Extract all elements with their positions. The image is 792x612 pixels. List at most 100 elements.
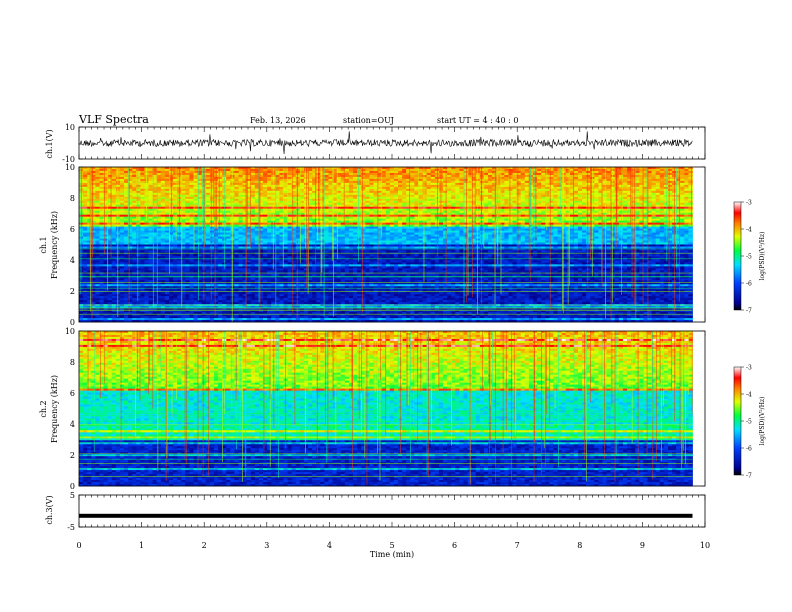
spectrogram-cell bbox=[516, 188, 522, 192]
spectrogram-cell bbox=[524, 224, 530, 228]
spectrogram-cell bbox=[451, 186, 456, 190]
spectrogram-cell bbox=[647, 168, 652, 172]
spectrogram-cell bbox=[606, 222, 612, 226]
spectrogram-cell bbox=[123, 202, 129, 206]
spectrogram-cell bbox=[622, 224, 628, 228]
spectrogram-cell bbox=[393, 222, 399, 226]
spectrogram-cell bbox=[332, 194, 338, 198]
spectrogram-cell bbox=[651, 168, 657, 172]
spectrogram-cell bbox=[303, 190, 309, 194]
spectrogram-cell bbox=[123, 220, 129, 224]
spectrogram-cell bbox=[369, 182, 374, 186]
spectrogram-cell bbox=[189, 206, 194, 210]
spectrogram-cell bbox=[516, 182, 522, 186]
spectrogram-cell bbox=[95, 216, 100, 220]
spectrogram-cell bbox=[193, 196, 199, 200]
spectrogram-cell bbox=[205, 168, 211, 172]
spectrogram-cell bbox=[414, 214, 419, 218]
spectrogram-cell bbox=[594, 206, 599, 210]
spectrogram-cell bbox=[308, 218, 313, 222]
spectrogram-cell bbox=[308, 182, 313, 186]
spectrogram-cell bbox=[471, 202, 477, 206]
spectrogram-cell bbox=[324, 192, 329, 196]
spectrogram-cell bbox=[332, 198, 338, 202]
spectrogram-cell bbox=[500, 192, 505, 196]
spectrogram-cell bbox=[455, 204, 460, 208]
spectrogram-cell bbox=[606, 182, 612, 186]
spectrogram-cell bbox=[258, 194, 264, 198]
spectrogram-cell bbox=[230, 206, 235, 210]
spectrogram-cell bbox=[487, 198, 493, 202]
spectrogram-cell bbox=[79, 224, 84, 228]
spectrogram-cell bbox=[365, 208, 370, 212]
spectrogram-cell bbox=[500, 200, 505, 204]
spectrogram-cell bbox=[250, 168, 256, 172]
spectrogram-cell bbox=[357, 184, 362, 188]
spectrogram-cell bbox=[83, 214, 88, 218]
spectrogram-cell bbox=[361, 202, 366, 206]
spectrogram-cell bbox=[344, 212, 350, 216]
spectrogram-cell bbox=[119, 180, 125, 184]
spectrogram-cell bbox=[267, 174, 272, 178]
spectrogram-cell bbox=[312, 178, 317, 182]
spectrogram-cell bbox=[267, 212, 272, 216]
spectrogram-cell bbox=[467, 220, 473, 224]
spectrogram-cell bbox=[258, 188, 264, 192]
spectrogram-cell bbox=[451, 167, 456, 170]
spectrogram-cell bbox=[447, 174, 452, 178]
spectrogram-cell bbox=[275, 214, 280, 218]
spectrogram-cell bbox=[635, 224, 640, 228]
spectrogram-cell bbox=[659, 208, 665, 212]
spectrogram-cell bbox=[103, 190, 109, 194]
spectrogram-cell bbox=[553, 198, 558, 202]
spectrogram-cell bbox=[410, 192, 415, 196]
spectrogram-cell bbox=[132, 170, 137, 174]
spectrogram-cell bbox=[377, 198, 383, 202]
spectrogram-cell bbox=[185, 168, 190, 172]
spectrogram-cell bbox=[320, 216, 325, 220]
spectrogram-cell bbox=[324, 172, 329, 176]
spectrogram-cell bbox=[99, 188, 104, 192]
spectrogram-cell bbox=[602, 168, 607, 172]
spectrogram-cell bbox=[524, 170, 530, 174]
spectrogram-cell bbox=[381, 192, 387, 196]
spectrogram-cell bbox=[463, 190, 468, 194]
spectrogram-cell bbox=[83, 224, 88, 228]
spectrogram-cell bbox=[361, 196, 366, 200]
spectrogram-cell bbox=[123, 196, 129, 200]
spectrogram-cell bbox=[353, 168, 358, 172]
spectrogram-cell bbox=[622, 176, 628, 180]
spectrogram-cell bbox=[483, 188, 489, 192]
spectrogram-cell bbox=[140, 168, 145, 172]
spectrogram-cell bbox=[275, 172, 280, 176]
spectrogram-cell bbox=[193, 224, 199, 228]
spectrogram-cell bbox=[443, 210, 448, 214]
spectrogram-cell bbox=[483, 184, 489, 188]
spectrogram-cell bbox=[463, 174, 468, 178]
spectrogram-cell bbox=[299, 220, 305, 224]
spectrogram-cell bbox=[406, 220, 411, 224]
spectrogram-cell bbox=[463, 216, 468, 220]
spectrogram-cell bbox=[291, 204, 297, 208]
spectrogram-cell bbox=[447, 198, 452, 202]
spectrogram-cell bbox=[87, 192, 92, 196]
spectrogram-cell bbox=[639, 202, 644, 206]
spectrogram-cell bbox=[291, 196, 297, 200]
spectrogram-cell bbox=[582, 200, 587, 204]
spectrogram-cell bbox=[651, 220, 657, 224]
spectrogram-cell bbox=[83, 200, 88, 204]
spectrogram-cell bbox=[148, 178, 154, 182]
spectrogram-cell bbox=[594, 204, 599, 208]
spectrogram-cell bbox=[381, 210, 387, 214]
spectrogram-cell bbox=[549, 188, 554, 192]
spectrogram-cell bbox=[230, 184, 235, 188]
spectrogram-cell bbox=[197, 208, 203, 212]
spectrogram-cell bbox=[267, 200, 272, 204]
spectrogram-cell bbox=[299, 172, 305, 176]
spectrogram-cell bbox=[209, 204, 215, 208]
spectrogram-cell bbox=[467, 174, 473, 178]
spectrogram-cell bbox=[258, 212, 264, 216]
spectrogram-cell bbox=[344, 172, 350, 176]
spectrogram-cell bbox=[532, 224, 538, 228]
spectrogram-cell bbox=[160, 202, 166, 206]
